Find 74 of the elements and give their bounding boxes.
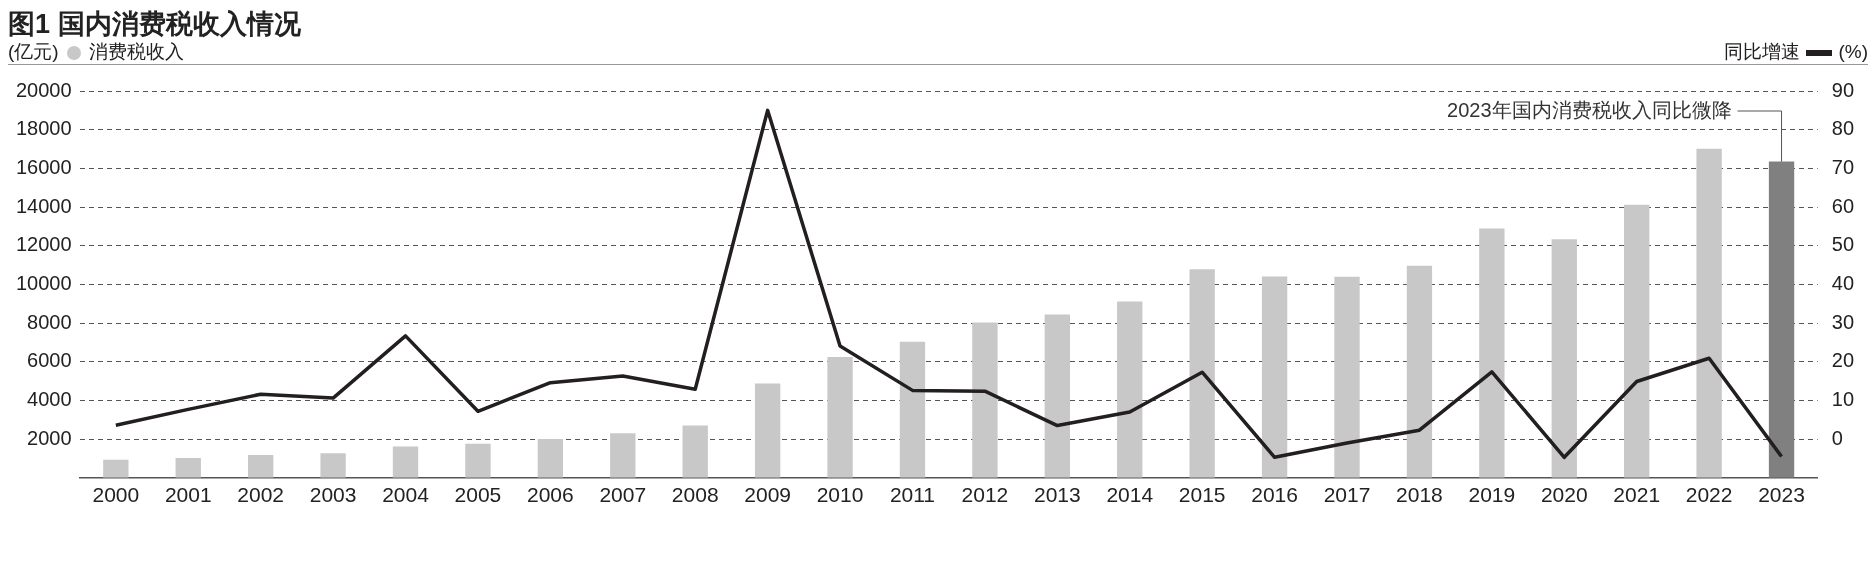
y-tick-label: 20000 [15, 78, 72, 101]
bar [1551, 239, 1577, 478]
y-tick-label: 10000 [15, 271, 72, 294]
y2-tick-label: 50 [1831, 233, 1854, 256]
y2-tick-label: 60 [1831, 194, 1854, 217]
y-tick-label: 12000 [15, 233, 72, 256]
x-tick-label: 2004 [382, 483, 430, 507]
x-tick-label: 2018 [1396, 483, 1443, 507]
y2-tick-label: 0 [1831, 426, 1843, 449]
bar [1189, 269, 1215, 478]
bar [1117, 301, 1143, 478]
chart-title: 图1 国内消费税收入情况 [8, 8, 302, 40]
text: 同比增速 [1724, 41, 1801, 62]
x-tick-label: 2000 [92, 483, 140, 507]
bar [682, 425, 708, 478]
x-tick-label: 2012 [961, 483, 1009, 507]
x-tick-label: 2021 [1613, 483, 1661, 507]
x-tick-label: 2005 [454, 483, 502, 507]
x-tick-label: 2008 [671, 483, 719, 507]
bar [175, 458, 201, 478]
bar [320, 453, 346, 478]
y-tick-label: 4000 [27, 387, 72, 410]
y2-tick-label: 70 [1831, 155, 1854, 178]
x-tick-label: 2001 [164, 483, 212, 507]
y2-tick-label: 90 [1831, 78, 1854, 101]
y2-tick-label: 80 [1831, 117, 1854, 140]
x-tick-label: 2016 [1251, 483, 1298, 507]
x-tick-label: 2013 [1033, 483, 1081, 507]
x-tick-label: 2015 [1178, 483, 1226, 507]
bar [248, 454, 274, 478]
bar [754, 383, 781, 478]
bar [1044, 314, 1070, 478]
x-tick-label: 2006 [527, 483, 574, 507]
y2-axis-title: (%) [1838, 41, 1868, 62]
y2-tick-label: 40 [1831, 271, 1854, 294]
y-tick-label: 2000 [27, 426, 72, 449]
x-tick-label: 2010 [816, 483, 864, 507]
x-tick-label: 2017 [1323, 483, 1371, 507]
bar [972, 322, 998, 478]
bar [465, 443, 491, 478]
bar [537, 439, 564, 478]
x-tick-label: 2007 [599, 483, 647, 507]
x-tick-label: 2003 [309, 483, 357, 507]
y-axis-title: (亿元) [8, 41, 59, 62]
x-tick-label: 2019 [1468, 483, 1516, 507]
x-tick-label: 2022 [1685, 483, 1733, 507]
y2-tick-label: 30 [1831, 310, 1854, 333]
bar [392, 446, 419, 478]
bar [1696, 148, 1722, 478]
bar [1479, 228, 1505, 478]
y-tick-label: 6000 [27, 349, 72, 372]
y-tick-label: 16000 [15, 155, 72, 178]
y-tick-label: 8000 [27, 310, 72, 333]
bar [1768, 161, 1795, 478]
x-tick-label: 2009 [744, 483, 791, 507]
legend-label: 消费税收入 [88, 41, 184, 62]
x-tick-label: 2023 [1758, 483, 1805, 507]
x-tick-label: 2014 [1106, 483, 1154, 507]
bar [899, 341, 926, 478]
y-tick-label: 14000 [15, 194, 72, 217]
y-tick-label: 18000 [15, 117, 72, 140]
bar [1624, 204, 1650, 478]
bar [1334, 276, 1360, 478]
x-tick-label: 2011 [889, 483, 936, 507]
bar [1261, 276, 1288, 478]
y2-tick-label: 10 [1831, 387, 1854, 410]
bar [103, 459, 129, 478]
y2-tick-label: 20 [1831, 349, 1854, 372]
bar [1406, 265, 1433, 478]
x-tick-label: 2020 [1540, 483, 1588, 507]
bar [827, 356, 853, 478]
bar [610, 433, 636, 478]
annotation: 2023年国内消费税收入同比微降 [1447, 98, 1732, 121]
x-tick-label: 2002 [237, 483, 285, 507]
